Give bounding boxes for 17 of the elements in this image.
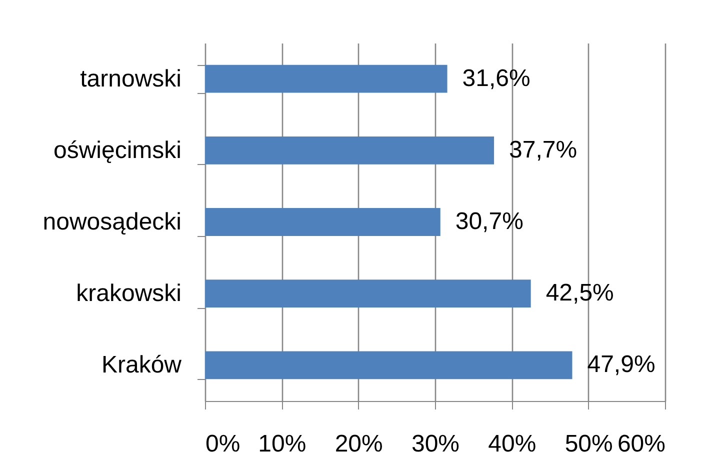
x-tick-label: 60% xyxy=(617,430,666,458)
y-tick-label: Kraków xyxy=(101,352,182,379)
data-label: 42,5% xyxy=(546,280,614,307)
y-tick-label: tarnowski xyxy=(80,65,182,92)
y-tick-label: nowosądecki xyxy=(42,208,182,236)
x-tick-label: 50% xyxy=(564,430,613,458)
data-label: 47,9% xyxy=(587,351,656,378)
x-tick-label: 0% xyxy=(206,430,240,458)
data-label: 31,6% xyxy=(462,64,530,92)
x-tick-label: 20% xyxy=(334,430,383,458)
data-label: 30,7% xyxy=(455,208,524,235)
x-tick-label: 10% xyxy=(258,430,306,458)
x-tick-label: 30% xyxy=(411,430,460,458)
data-label: 37,7% xyxy=(509,136,578,164)
x-tick-label: 40% xyxy=(488,430,536,458)
y-tick-label: oświęcimski xyxy=(53,136,182,164)
y-tick-label: krakowski xyxy=(76,280,182,308)
